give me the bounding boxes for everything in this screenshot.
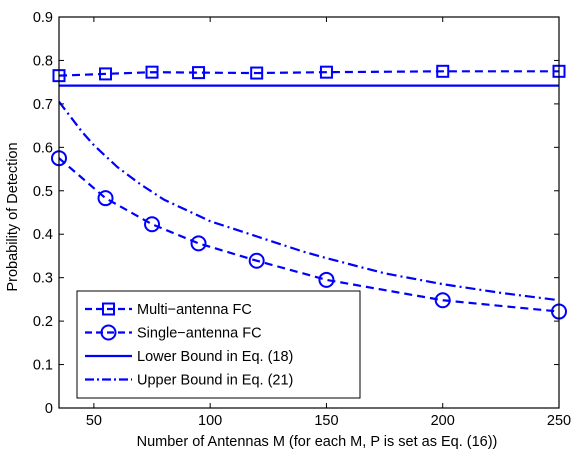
- series-1-point: [319, 65, 333, 79]
- x-tick-label: 100: [198, 413, 222, 429]
- y-tick-label: 0.3: [33, 271, 53, 287]
- legend-label-3: Lower Bound in Eq. (18): [137, 349, 293, 365]
- series-2-point: [97, 190, 114, 207]
- y-tick-label: 0.4: [33, 227, 53, 243]
- series-2-point: [434, 292, 451, 309]
- legend-label-4: Upper Bound in Eq. (21): [137, 373, 293, 389]
- axes: 50 100 150 200 250 0 0.1 0.2 0.3 0.4 0.5 0.6 0.7 0.8 0…: [33, 10, 571, 429]
- legend-marker-2: [100, 324, 117, 341]
- series-2-line: [59, 157, 559, 313]
- x-tick-label: 200: [431, 413, 455, 429]
- series-1-point: [145, 65, 159, 79]
- series-layer: [51, 64, 567, 320]
- series-4-line: [59, 101, 559, 302]
- y-tick-label: 0.6: [33, 140, 53, 156]
- series-1-line: [59, 70, 559, 77]
- x-axis-label: Number of Antennas M (for each M, P is s…: [137, 434, 498, 450]
- x-tick-label: 150: [314, 413, 338, 429]
- series-1: [59, 70, 559, 77]
- y-tick-label: 0.1: [33, 358, 53, 374]
- y-tick-label: 0.5: [33, 184, 53, 200]
- y-tick-label: 0.8: [33, 53, 53, 69]
- x-tick-label: 50: [86, 413, 102, 429]
- series-4: [59, 101, 559, 302]
- x-tick-label: 250: [547, 413, 571, 429]
- legend-label-1: Multi−antenna FC: [137, 302, 252, 318]
- legend-label-2: Single−antenna FC: [137, 326, 262, 342]
- series-2-point: [190, 235, 207, 252]
- legend: Multi−antenna FC Single−antenna FC Lower B…: [76, 290, 361, 399]
- series-2: [59, 157, 559, 313]
- y-axis-label: Probability of Detection: [5, 142, 21, 291]
- series-1-point: [192, 66, 206, 80]
- y-tick-label: 0: [45, 401, 53, 417]
- y-tick-label: 0.2: [33, 314, 53, 330]
- series-2-point: [248, 252, 265, 269]
- series-1-point: [436, 64, 450, 78]
- series-1-point: [250, 66, 264, 80]
- series-1-point: [99, 67, 113, 81]
- legend-marker-1: [102, 302, 115, 316]
- y-tick-label: 0.7: [33, 97, 53, 113]
- plot-frame: [58, 16, 560, 409]
- series-2-point: [144, 216, 161, 233]
- y-tick-label: 0.9: [33, 10, 53, 26]
- series-2-point: [318, 271, 335, 288]
